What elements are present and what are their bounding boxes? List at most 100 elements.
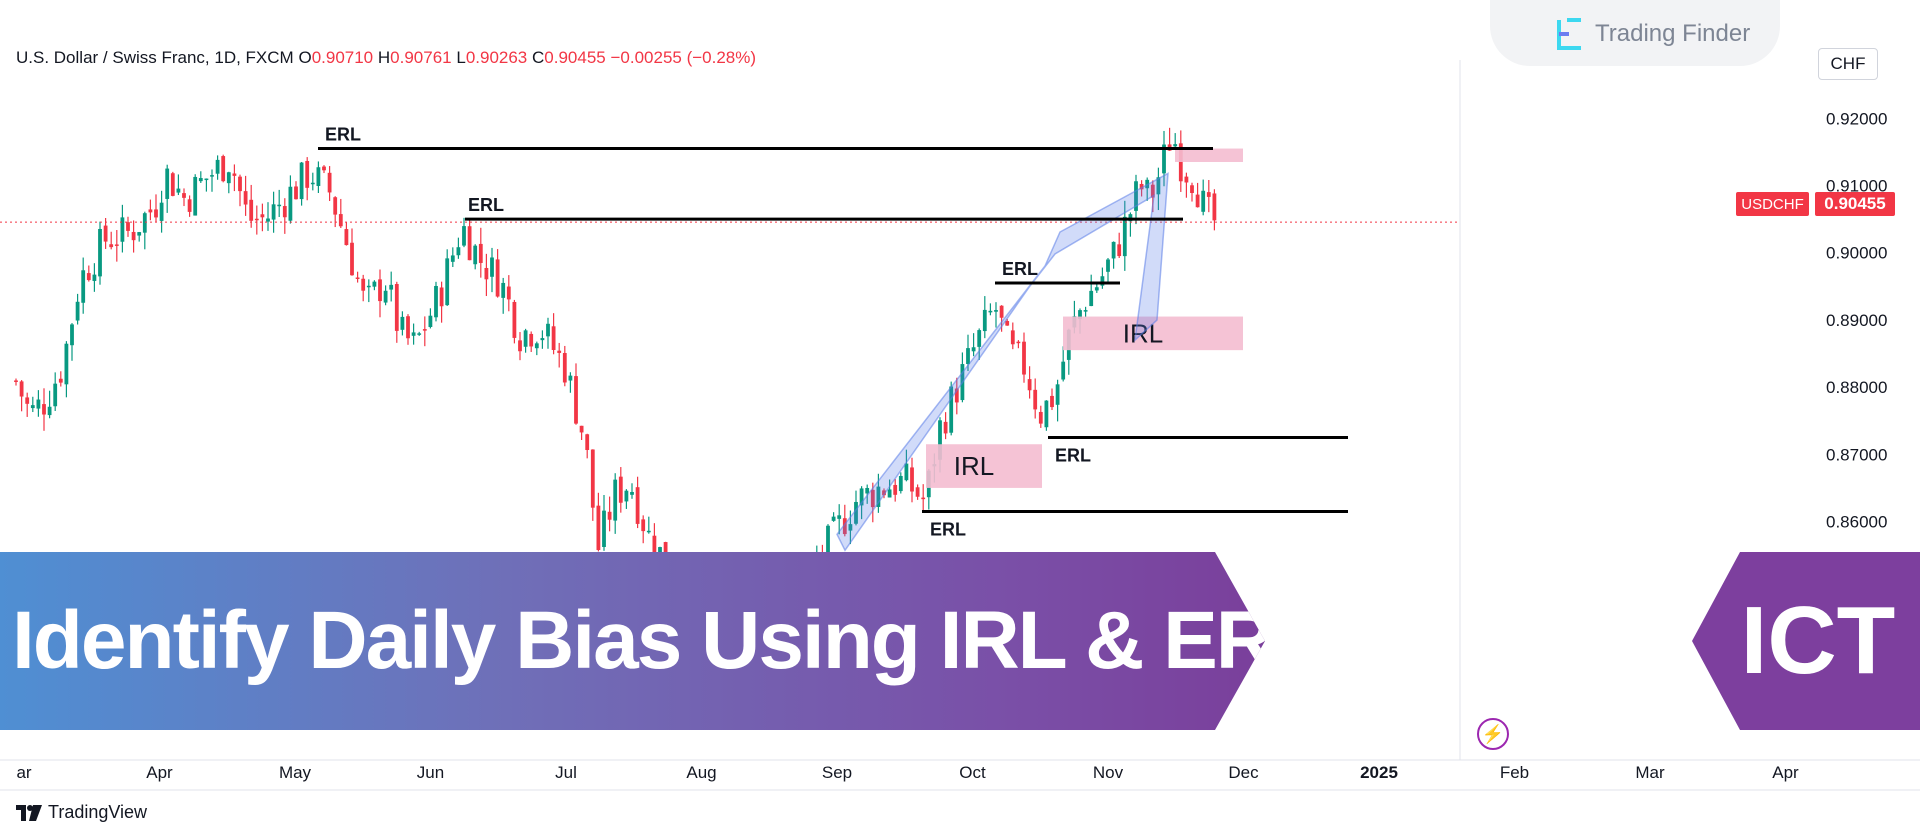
candle-body (389, 284, 394, 290)
candle-body (243, 191, 248, 205)
x-tick-label: Oct (959, 763, 986, 782)
candle-body (193, 176, 198, 216)
candle-body (98, 228, 102, 277)
candle-body (523, 330, 528, 347)
y-tick-label: 0.91000 (1826, 177, 1887, 196)
erl-label: ERL (468, 195, 504, 215)
candle-body (120, 217, 125, 242)
candle-body (434, 285, 438, 318)
candle-body (383, 290, 388, 303)
candle-body (327, 172, 332, 193)
candle-body (613, 479, 618, 521)
candle-body (1134, 181, 1138, 211)
candle-body (1033, 389, 1038, 410)
candle-body (518, 340, 522, 352)
candle-body (355, 277, 360, 279)
candle-body (893, 484, 898, 495)
candle-body (854, 501, 858, 524)
tradingview-label: TradingView (48, 802, 148, 822)
candle-body (282, 206, 287, 218)
x-tick-label: Aug (686, 763, 716, 782)
erl-label: ERL (1002, 259, 1038, 279)
x-tick-label: 2025 (1360, 763, 1398, 782)
candle-body (1111, 241, 1116, 259)
candle-body (574, 376, 578, 424)
erl-label: ERL (1055, 446, 1091, 466)
candle-body (30, 405, 35, 409)
candle-body (490, 257, 494, 277)
currency-button[interactable]: CHF (1818, 48, 1878, 80)
candle-body (562, 352, 567, 383)
candle-body (994, 310, 998, 312)
candle-body (266, 218, 270, 222)
change-value: −0.00255 (−0.28%) (610, 48, 757, 67)
candle-body (305, 160, 310, 188)
candle-body (86, 273, 91, 281)
candle-body (271, 204, 276, 220)
candle-body (534, 343, 539, 349)
x-tick-label: Dec (1228, 763, 1259, 782)
candle-body (624, 490, 629, 502)
trend-arrow (836, 172, 1169, 552)
candle-body (14, 380, 18, 382)
candle-body (260, 214, 265, 218)
x-tick-label: Apr (1772, 763, 1799, 782)
candle-body (1089, 290, 1094, 307)
candle-body (898, 475, 903, 492)
candle-body (859, 488, 864, 506)
close-label: C (532, 48, 545, 67)
erl-label: ERL (930, 519, 966, 539)
candle-body (1078, 310, 1082, 320)
x-tick-label: Jun (417, 763, 444, 782)
candle-body (1100, 276, 1105, 286)
y-tick-label: 0.86000 (1826, 513, 1887, 532)
x-tick-label: Apr (146, 763, 173, 782)
candle-body (1061, 361, 1066, 380)
candle-body (949, 386, 954, 433)
candle-body (148, 209, 153, 213)
candle-body (495, 259, 500, 297)
badge-text: ICT (1740, 587, 1896, 694)
candle-body (1083, 310, 1088, 312)
candle-body (1212, 193, 1217, 221)
candle-body (618, 476, 623, 503)
candle-body (366, 285, 371, 288)
candle-body (170, 173, 175, 196)
candle-body (378, 279, 382, 302)
candle-body (467, 226, 472, 261)
candle-body (1106, 259, 1110, 272)
candle-body (501, 282, 506, 298)
candle-body (921, 497, 926, 500)
candle-body (590, 449, 595, 508)
candle-body (462, 226, 466, 246)
candle-body (316, 167, 321, 186)
candle-body (1195, 194, 1200, 208)
candle-body (1150, 184, 1155, 198)
candle-body (1206, 192, 1211, 197)
tradingview-footer[interactable]: TradingView (16, 802, 147, 823)
candle-body (159, 202, 164, 221)
candle-body (338, 214, 343, 227)
candle-body (971, 347, 976, 352)
candle-body (1038, 411, 1043, 424)
candle-body (876, 486, 881, 507)
candle-body (512, 301, 517, 338)
candle-body (187, 199, 192, 212)
candle-body (310, 182, 315, 185)
candle-body (182, 193, 186, 198)
x-tick-label: Mar (1635, 763, 1665, 782)
open-label: O (298, 48, 312, 67)
candle-body (915, 487, 920, 497)
candle-body (422, 329, 427, 331)
candle-body (70, 324, 74, 346)
lightning-icon[interactable]: ⚡ (1477, 718, 1509, 750)
candle-body (1016, 341, 1021, 344)
erl-label: ERL (325, 125, 361, 145)
candle-body (439, 287, 444, 307)
candle-body (299, 162, 304, 200)
brand-tab (1490, 0, 1780, 66)
brand-logo: Trading Finder (1555, 14, 1750, 54)
candle-body (1044, 400, 1049, 428)
candle-body (210, 175, 214, 177)
